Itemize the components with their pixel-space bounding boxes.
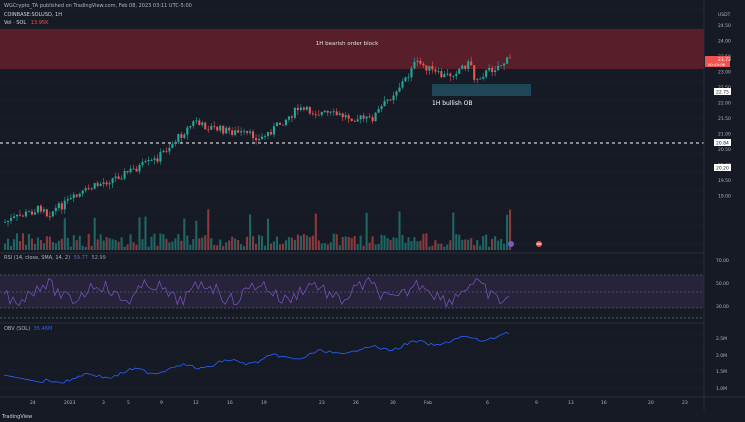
rsi-legend-value: 59.77 [73,255,88,261]
price-tick-label: 22.00 [718,101,731,107]
time-axis-label: 23 [319,400,325,406]
price-axis-currency: USDT [718,12,731,18]
rsi-tick-label: 70.00 [716,258,729,264]
dashed-level-tag-bg [714,139,731,146]
rsi-axis-ticks: 70.00 50.00 30.00 [716,258,729,310]
ob-level-tag-bg [714,88,731,95]
time-axis-label: 2023 [64,400,76,406]
published-by-line: WGCrypto_TA published on TradingView.com… [4,3,192,9]
bearish-order-block-zone[interactable] [0,29,704,69]
time-axis-label: 16 [601,400,607,406]
price-tick-label: 19.00 [718,194,731,200]
volume-bars [4,209,512,250]
time-axis-label: 16 [227,400,233,406]
alert-icon[interactable] [508,241,514,247]
time-axis-label: 5 [127,400,130,406]
rsi-legend-label: RSI (14, close, SMA, 14, 2) [4,255,71,261]
current-price-tag: 23.73 [718,57,731,63]
price-tick-label: 19.50 [718,178,731,184]
bullish-ob-zone[interactable] [432,84,531,96]
symbol-line[interactable]: COINBASE:SOLUSD, 1H [4,12,62,18]
obv-legend-value: 35.46M [33,326,53,332]
volume-legend-label: Vol · SOL [4,20,27,26]
lower-tag: 20.20 [716,166,729,172]
volume-legend: Vol · SOL 13.95K [4,20,48,26]
bearish-order-block-label: 1H bearish order block [316,41,379,47]
price-axis-ticks: 24.5024.0023.5023.0022.5022.0021.5021.00… [718,23,731,200]
obv-axis-ticks: 2.5M 2.0M 1.5M 1.0M [716,336,727,392]
obv-tick-label: 1.5M [716,369,727,375]
bullish-ob-label: 1H bullish OB [432,100,473,107]
rsi-tick-label: 30.00 [716,304,729,310]
flag-icon-stripe [536,243,542,245]
price-tick-label: 24.00 [718,39,731,45]
current-price-tag-bg [705,56,730,67]
rsi-line [3,276,510,308]
time-axis-label: 23 [682,400,688,406]
time-axis-label: 13 [568,400,574,406]
volume-legend-value: 13.95K [30,20,49,26]
rsi-legend-value2: 52.99 [91,255,106,261]
price-tick-label: 20.50 [718,147,731,153]
price-tick-label: 24.50 [718,23,731,29]
current-price-countdown: 00:49:06 [708,62,726,67]
rsi-tick-label: 50.00 [716,281,729,287]
time-axis-label: 3 [102,400,105,406]
lower-tag-bg [714,164,731,171]
price-tick-label: 21.00 [718,132,731,138]
time-axis-label: 9 [160,400,163,406]
rsi-legend: RSI (14, close, SMA, 14, 2) 59.77 52.99 [4,255,106,261]
price-tick-label: 21.50 [718,116,731,122]
obv-line [3,331,510,384]
time-axis-label: 30 [390,400,396,406]
time-axis-label: Feb [424,400,432,406]
time-axis-label: 6 [486,400,489,406]
ob-level-tag: 22.75 [716,90,729,96]
obv-tick-label: 2.5M [716,336,727,342]
obv-tick-label: 1.0M [716,386,727,392]
time-axis-label: 19 [261,400,267,406]
time-axis-label: 12 [193,400,199,406]
obv-legend-label: OBV (SOL) [4,326,31,332]
obv-tick-label: 2.0M [716,353,727,359]
obv-legend: OBV (SOL) 35.46M [4,326,52,332]
footer-brand: TradingView [2,414,33,420]
dashed-level-tag: 20.84 [716,141,729,147]
time-axis-label: 20 [648,400,654,406]
time-axis-label: 9 [535,400,538,406]
time-axis-labels: 24 2023 3 5 9 12 16 19 23 26 30 Feb 6 9 13 16 20 23 [30,400,688,406]
price-tick-label: 23.00 [718,70,731,76]
time-axis-label: 24 [30,400,36,406]
candlesticks [4,53,512,227]
time-axis-label: 26 [353,400,359,406]
